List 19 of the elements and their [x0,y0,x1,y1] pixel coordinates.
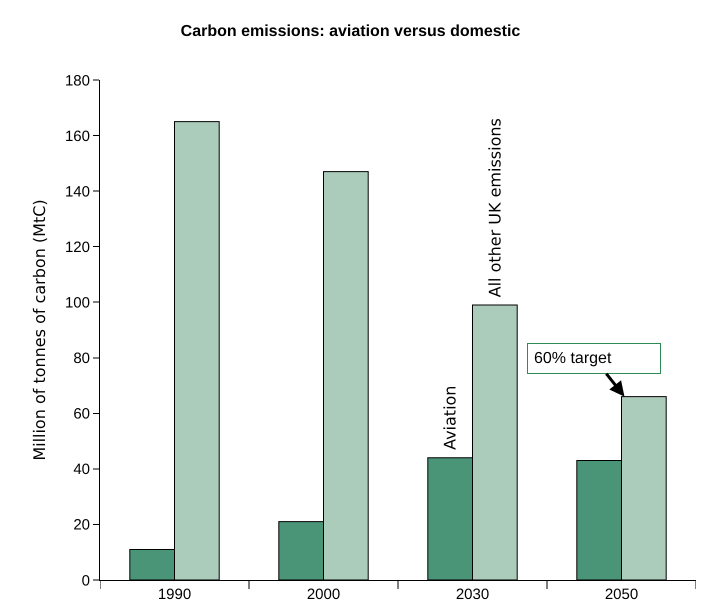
x-tick-label: 2000 [306,586,340,603]
y-tick-label: 100 [64,294,90,312]
y-tick-label: 20 [73,516,90,534]
y-tick-label: 40 [73,461,90,478]
annotation: 60% target [534,350,612,367]
text: Aviation [440,386,460,450]
x-tick-label: 2030 [456,586,490,603]
y-tick-label: 180 [64,72,90,90]
text: All other UK emissions [485,118,504,298]
y-tick-label: 140 [64,183,90,200]
y-tick-label: 80 [73,350,90,368]
x-tick-label: 1990 [158,586,192,603]
y-tick-label: 60 [73,406,90,423]
y-tick-label: 160 [64,128,90,145]
y-tick-label: 0 [82,572,90,590]
y-tick-label: 120 [64,238,90,256]
x-tick-label: 2050 [604,586,638,603]
chart-title: Carbon emissions: aviation versus domestic [180,22,520,40]
y-axis-title: Million of tonnes of carbon (MtC) [30,199,49,461]
